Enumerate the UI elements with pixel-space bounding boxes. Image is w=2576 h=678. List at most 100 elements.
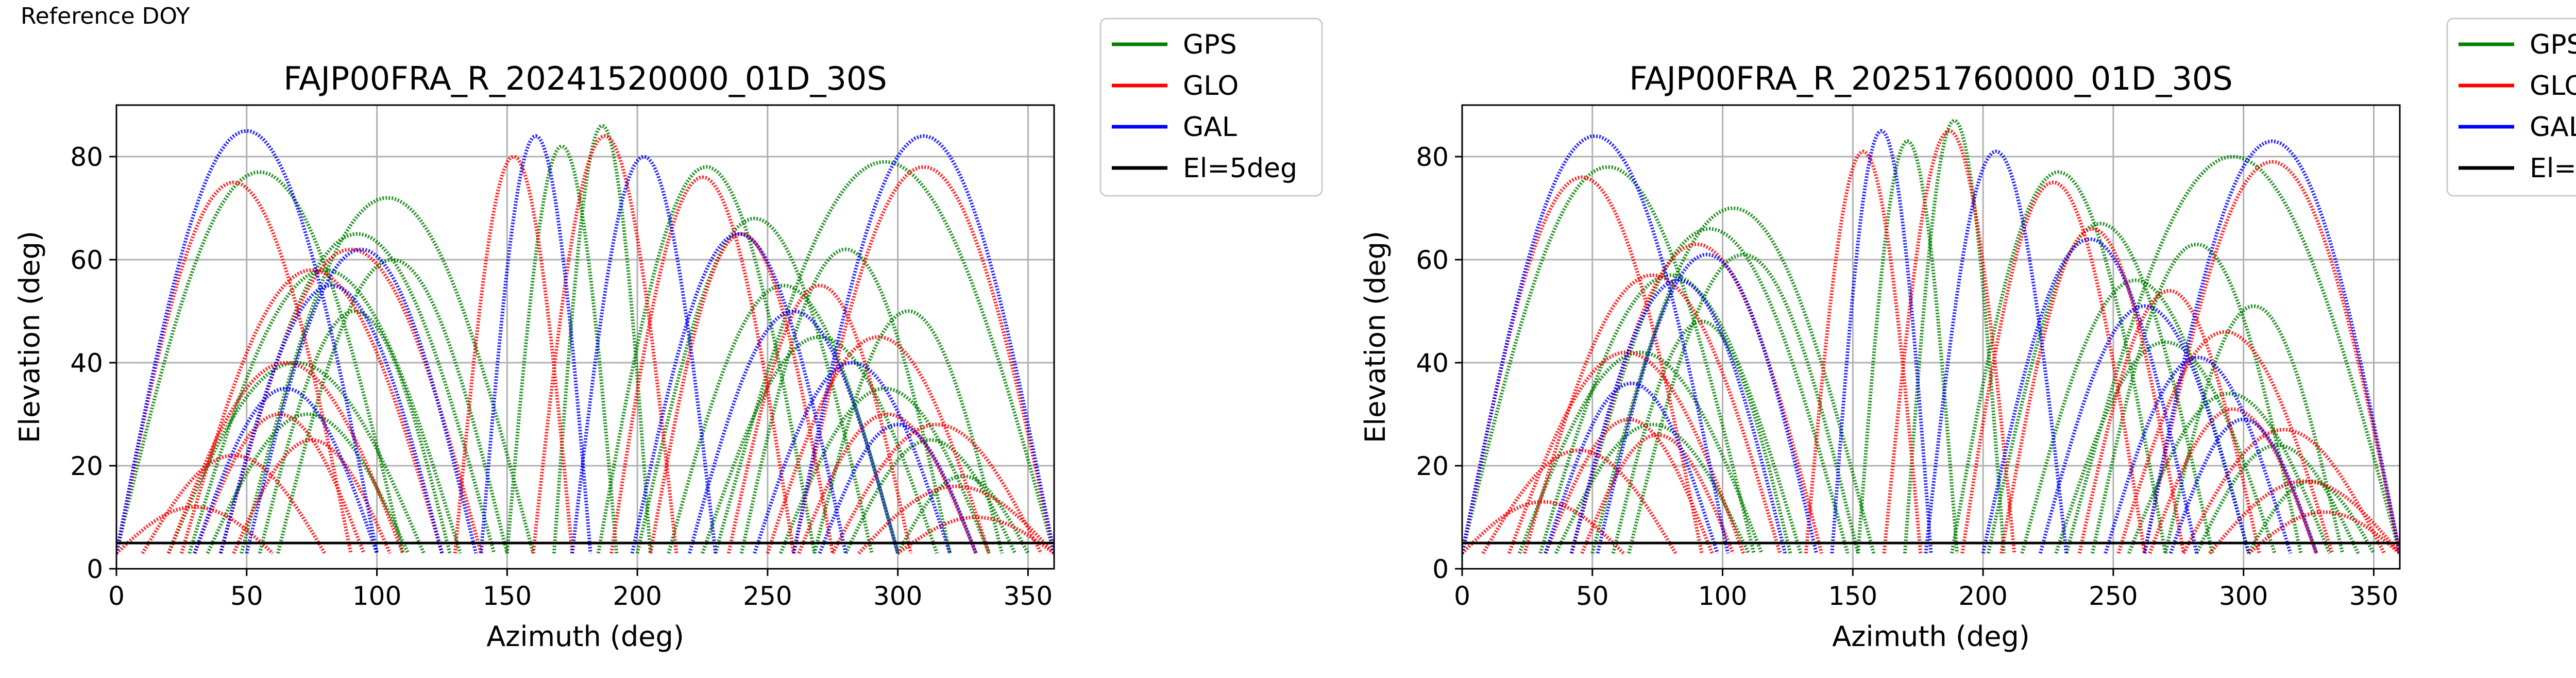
track-gps xyxy=(1517,350,1764,554)
track-gps xyxy=(1856,139,1959,554)
x-tick-label: 100 xyxy=(1698,581,1747,611)
track-glo xyxy=(2182,428,2386,554)
legend-label-glo: GLO xyxy=(2530,71,2576,101)
track-glo xyxy=(2247,510,2400,555)
track-gal xyxy=(1544,381,1719,554)
track-gps xyxy=(1569,227,1850,554)
skyplot-chart-1: FAJP00FRA_R_20241520000_01D_30S Azimuth … xyxy=(13,18,1323,653)
track-glo xyxy=(166,361,405,554)
track-glo xyxy=(1804,149,1923,554)
legend: GPS GLO GAL El=5deg xyxy=(1099,18,1323,197)
track-gal xyxy=(2168,417,2318,554)
track-gps xyxy=(1554,422,1751,554)
series-glo xyxy=(1462,129,2400,555)
track-glo xyxy=(1882,129,2016,554)
chart-title: FAJP00FRA_R_20251760000_01D_30S xyxy=(1629,60,2232,97)
y-tick-label: 80 xyxy=(70,142,103,172)
x-tick-label: 250 xyxy=(2089,581,2138,611)
track-gps xyxy=(1627,252,1860,554)
y-tick-label: 20 xyxy=(1416,451,1449,481)
skyplot-chart-2: FAJP00FRA_R_20251760000_01D_30S Azimuth … xyxy=(1359,18,2576,653)
track-gps xyxy=(188,268,462,554)
legend-label-glo: GLO xyxy=(1183,71,1239,101)
x-tick-label: 250 xyxy=(743,581,792,611)
track-gps xyxy=(2163,304,2345,554)
track-gps xyxy=(1538,273,1803,554)
track-gps xyxy=(739,247,952,554)
y-tick-label: 40 xyxy=(1416,348,1449,378)
y-tick-label: 40 xyxy=(70,348,103,378)
series-gps xyxy=(116,124,1054,554)
page-title: Reference DOY xyxy=(21,3,190,29)
track-glo xyxy=(1960,180,2147,554)
track-glo xyxy=(1544,417,1714,554)
track-gps xyxy=(596,165,817,554)
y-tick-label: 0 xyxy=(87,554,103,584)
track-gps xyxy=(1986,222,2214,554)
y-tick-label: 80 xyxy=(1416,142,1449,172)
track-gal xyxy=(1596,252,1819,554)
track-glo xyxy=(1522,273,1782,554)
track-gps xyxy=(844,438,1017,554)
track-glo xyxy=(1999,227,2185,554)
series-glo xyxy=(116,134,1054,555)
track-gal xyxy=(687,309,900,554)
track-gps xyxy=(1950,170,2167,554)
track-glo xyxy=(2148,407,2318,554)
track-gps xyxy=(552,124,652,554)
ticks: 0 50 100 150 200 250 300 350 0 20 40 60 80 xyxy=(70,142,1053,611)
y-tick-label: 60 xyxy=(70,245,103,275)
y-axis-label: Elevation (deg) xyxy=(1359,231,1392,443)
track-glo xyxy=(726,283,913,554)
x-tick-label: 300 xyxy=(873,581,922,611)
track-glo xyxy=(2116,330,2334,554)
legend-label-gal: GAL xyxy=(2530,112,2576,143)
series-gps xyxy=(1462,118,2400,554)
track-gps xyxy=(258,309,452,554)
plot-frame xyxy=(1461,104,2401,570)
track-gps xyxy=(812,309,1004,554)
track-gps xyxy=(116,170,405,554)
track-glo xyxy=(1580,433,1735,554)
track-glo xyxy=(857,484,1054,555)
track-gal xyxy=(479,134,592,554)
series-gal xyxy=(116,129,1054,554)
track-gps xyxy=(276,258,509,554)
track-glo xyxy=(453,155,574,554)
track-gal xyxy=(630,232,848,554)
x-tick-label: 150 xyxy=(483,581,532,611)
track-glo xyxy=(531,134,679,554)
track-glo xyxy=(193,412,366,554)
x-tick-label: 0 xyxy=(1454,581,1470,611)
track-glo xyxy=(831,422,1043,554)
satellite-tracks xyxy=(116,124,1054,555)
y-tick-label: 20 xyxy=(70,451,103,481)
track-gps xyxy=(218,232,496,554)
x-tick-label: 50 xyxy=(230,581,263,611)
x-tick-label: 200 xyxy=(1958,581,2007,611)
legend-box xyxy=(1099,18,1323,197)
track-glo xyxy=(232,438,392,554)
track-glo xyxy=(2143,160,2400,554)
track-gps xyxy=(2090,242,2303,554)
x-tick-label: 300 xyxy=(2219,581,2268,611)
grid xyxy=(1461,105,2400,570)
ticks: 0 50 100 150 200 250 300 350 0 20 40 60 80 xyxy=(1416,142,2398,611)
legend-label-elevation-mask: El=5deg xyxy=(2530,153,2576,184)
track-gps xyxy=(206,412,410,554)
track-gal xyxy=(2143,139,2400,554)
track-gal xyxy=(791,134,1054,554)
track-glo xyxy=(766,335,991,554)
x-tick-label: 0 xyxy=(108,581,125,611)
track-gps xyxy=(2247,479,2376,554)
track-gps xyxy=(667,283,900,554)
track-gal xyxy=(818,422,978,554)
track-gal xyxy=(1981,237,2199,554)
track-gps xyxy=(1903,118,2006,554)
track-glo xyxy=(896,515,1054,555)
x-axis-label: Azimuth (deg) xyxy=(486,620,684,653)
track-gps xyxy=(896,474,1030,554)
track-gal xyxy=(753,361,952,554)
plot-frame xyxy=(115,104,1055,570)
track-gps xyxy=(1462,165,1756,554)
